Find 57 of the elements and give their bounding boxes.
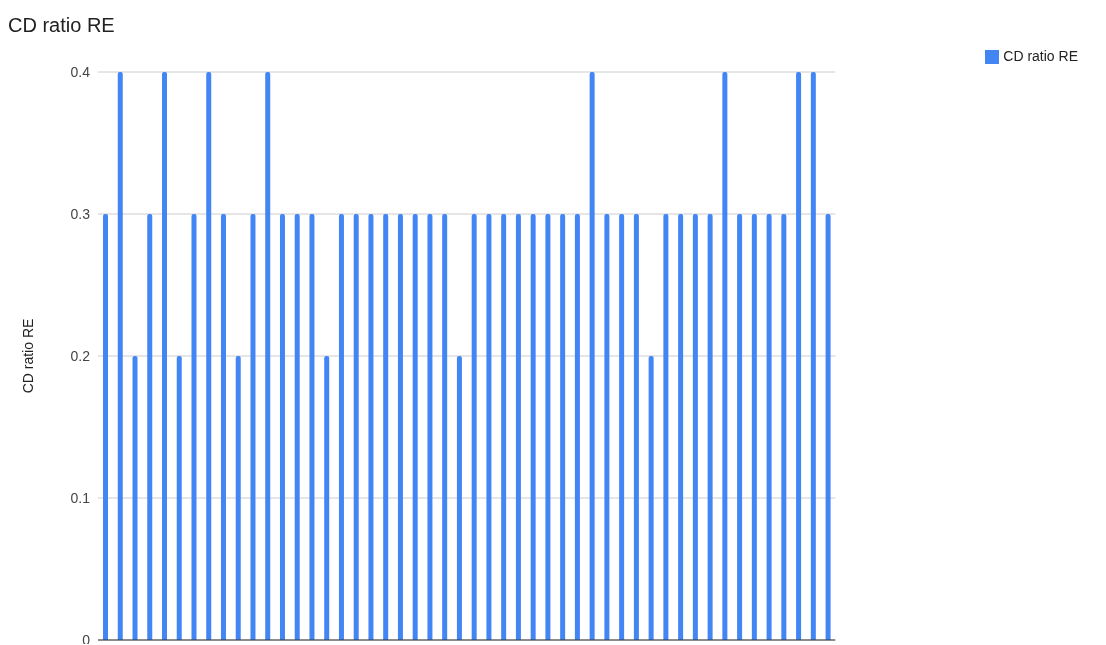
bar <box>309 214 315 640</box>
bar <box>279 214 285 640</box>
bar <box>810 72 816 640</box>
bar <box>103 214 109 640</box>
bar <box>751 214 757 640</box>
bar <box>117 72 123 640</box>
bar <box>265 72 271 640</box>
bar <box>412 214 418 640</box>
bar <box>206 72 212 640</box>
bar <box>220 214 226 640</box>
bar <box>722 72 728 640</box>
bar <box>162 72 167 640</box>
bar <box>456 356 462 640</box>
bar <box>132 356 138 640</box>
bar <box>737 214 743 640</box>
y-tick-label: 0.3 <box>70 205 91 222</box>
bar <box>781 214 787 640</box>
y-axis-title: CD ratio RE <box>19 318 36 394</box>
bar <box>825 214 831 640</box>
y-tick-label: 0.1 <box>70 489 91 506</box>
bar <box>796 72 802 640</box>
bar <box>692 214 698 640</box>
bar <box>486 214 492 640</box>
bar <box>707 214 713 640</box>
bar <box>294 214 300 640</box>
bar <box>191 214 197 640</box>
bar <box>560 214 566 640</box>
bar <box>766 214 772 640</box>
y-tick-label: 0.4 <box>70 63 91 80</box>
bar <box>427 214 433 640</box>
bar <box>147 214 153 640</box>
bar <box>530 214 536 640</box>
bar <box>515 214 521 640</box>
bar <box>383 214 389 640</box>
bar <box>368 214 374 640</box>
bar <box>250 214 256 640</box>
bar <box>235 356 241 640</box>
bar <box>397 214 403 640</box>
y-tick-label: 0.2 <box>70 347 91 364</box>
bar <box>619 214 625 640</box>
chart-title: CD ratio RE <box>8 14 115 37</box>
bar <box>633 214 639 640</box>
bar <box>663 214 669 640</box>
bar <box>176 356 182 640</box>
bar <box>589 72 595 640</box>
legend-label: CD ratio RE <box>1003 48 1078 64</box>
bar <box>338 214 344 640</box>
bar <box>442 214 448 640</box>
bar <box>501 214 507 640</box>
bar <box>324 356 330 640</box>
bar <box>545 214 551 640</box>
bar <box>574 214 580 640</box>
bar <box>604 214 610 640</box>
bar <box>648 356 654 640</box>
bar <box>471 214 477 640</box>
bar <box>353 214 359 640</box>
bar <box>678 214 684 640</box>
